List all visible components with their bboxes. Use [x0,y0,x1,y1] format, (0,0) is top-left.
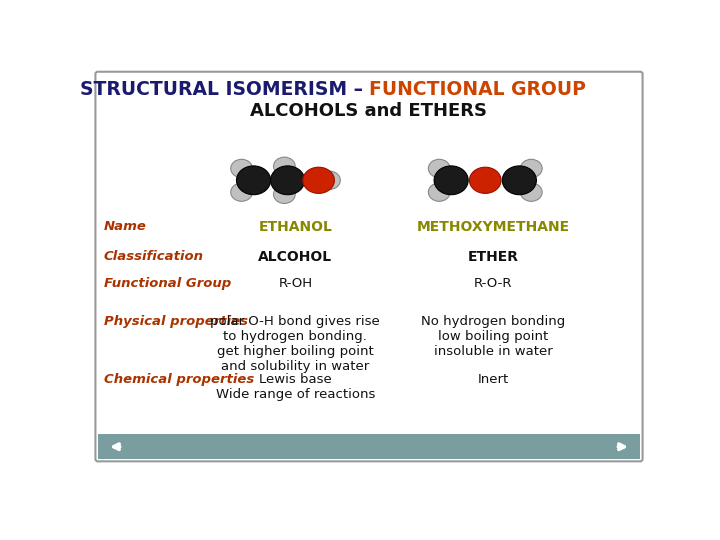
Ellipse shape [319,171,341,190]
Ellipse shape [230,159,253,178]
Text: No hydrogen bonding
low boiling point
insoluble in water: No hydrogen bonding low boiling point in… [421,315,565,358]
Text: ALCOHOLS and ETHERS: ALCOHOLS and ETHERS [251,102,487,120]
Text: METHOXYMETHANE: METHOXYMETHANE [416,220,570,234]
Ellipse shape [303,167,334,193]
Ellipse shape [521,159,542,178]
Text: R-OH: R-OH [279,276,312,289]
Text: Functional Group: Functional Group [104,276,231,289]
Text: Classification: Classification [104,249,204,262]
Ellipse shape [271,166,305,195]
FancyBboxPatch shape [96,72,642,461]
Text: polar O-H bond gives rise
to hydrogen bonding.
get higher boiling point
and solu: polar O-H bond gives rise to hydrogen bo… [210,315,380,373]
Ellipse shape [435,171,456,190]
Ellipse shape [428,183,450,201]
Text: ETHER: ETHER [467,249,518,264]
Ellipse shape [434,166,468,195]
Ellipse shape [274,185,295,204]
Text: Physical properties: Physical properties [104,315,248,328]
Ellipse shape [236,166,271,195]
Ellipse shape [521,183,542,201]
Ellipse shape [274,157,295,176]
Text: ALCOHOL: ALCOHOL [258,249,333,264]
Ellipse shape [503,166,536,195]
Text: Name: Name [104,220,147,233]
Ellipse shape [514,171,536,190]
Text: Chemical properties: Chemical properties [104,373,254,386]
Ellipse shape [238,171,259,190]
Text: Lewis base
Wide range of reactions: Lewis base Wide range of reactions [216,373,375,401]
Ellipse shape [230,183,253,201]
Text: ETHANOL: ETHANOL [258,220,333,234]
Text: STRUCTURAL ISOMERISM –: STRUCTURAL ISOMERISM – [79,80,369,99]
FancyBboxPatch shape [98,434,640,459]
Ellipse shape [428,159,450,178]
Ellipse shape [469,167,501,193]
Text: Inert: Inert [477,373,508,386]
Text: R-O-R: R-O-R [474,276,512,289]
Text: FUNCTIONAL GROUP: FUNCTIONAL GROUP [369,80,586,99]
